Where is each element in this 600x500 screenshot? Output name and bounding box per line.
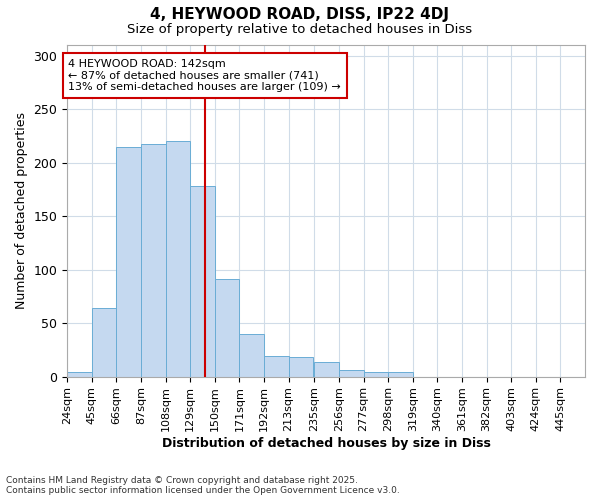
Text: Size of property relative to detached houses in Diss: Size of property relative to detached ho… xyxy=(127,22,473,36)
Y-axis label: Number of detached properties: Number of detached properties xyxy=(15,112,28,310)
Bar xyxy=(92,308,116,376)
Text: 4, HEYWOOD ROAD, DISS, IP22 4DJ: 4, HEYWOOD ROAD, DISS, IP22 4DJ xyxy=(151,8,449,22)
Text: 4 HEYWOOD ROAD: 142sqm
← 87% of detached houses are smaller (741)
13% of semi-de: 4 HEYWOOD ROAD: 142sqm ← 87% of detached… xyxy=(68,59,341,92)
Text: Contains public sector information licensed under the Open Government Licence v3: Contains public sector information licen… xyxy=(6,486,400,495)
Bar xyxy=(364,372,388,376)
Bar xyxy=(239,334,264,376)
Bar xyxy=(141,144,166,376)
Bar xyxy=(264,356,289,376)
Bar xyxy=(67,372,92,376)
Text: Contains HM Land Registry data © Crown copyright and database right 2025.: Contains HM Land Registry data © Crown c… xyxy=(6,476,358,485)
Bar xyxy=(289,358,313,376)
Bar xyxy=(166,142,190,376)
X-axis label: Distribution of detached houses by size in Diss: Distribution of detached houses by size … xyxy=(161,437,491,450)
Bar xyxy=(190,186,215,376)
Bar xyxy=(339,370,364,376)
Bar xyxy=(116,146,141,376)
Bar xyxy=(314,362,339,376)
Bar xyxy=(215,280,239,376)
Bar xyxy=(388,372,413,376)
